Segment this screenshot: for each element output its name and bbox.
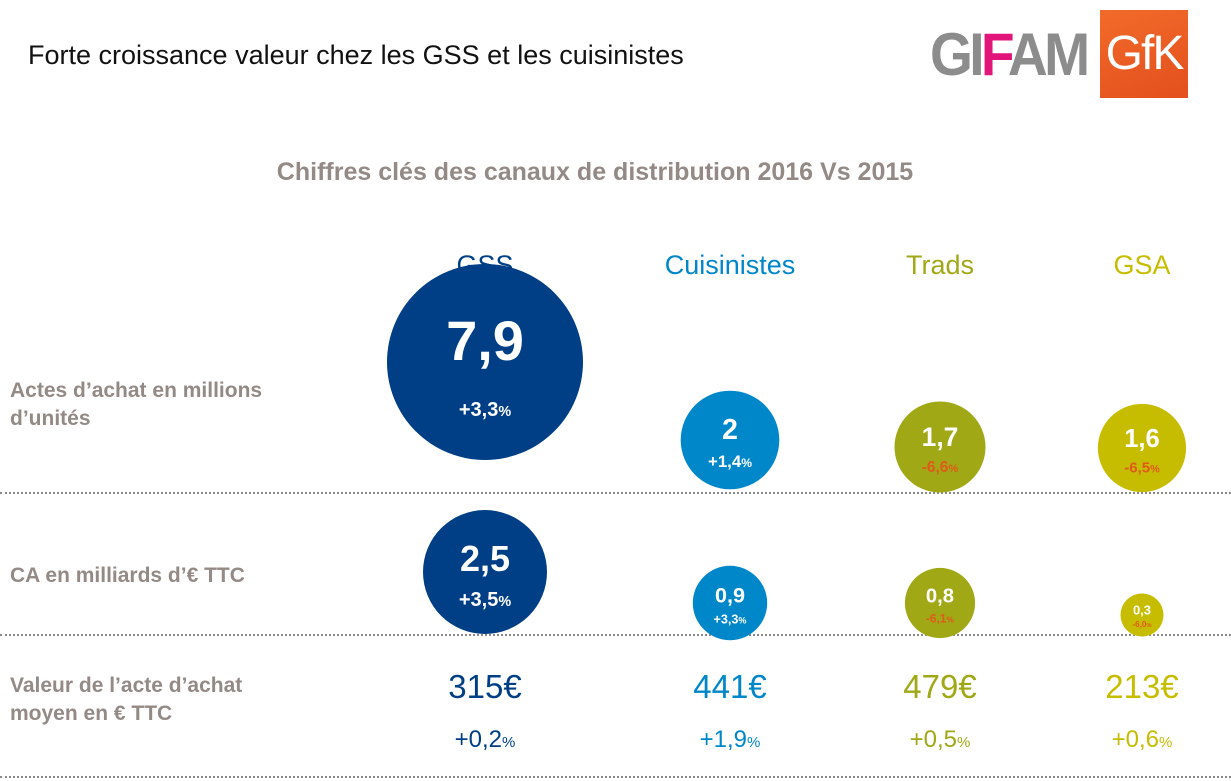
bubble-gsa-row1 — [1120, 593, 1164, 637]
column-header-gsa: GSA — [1113, 250, 1171, 280]
bubble-value-gsa-row1: 0,3 — [1133, 603, 1151, 618]
chart-title: Chiffres clés des canaux de distribution… — [276, 158, 914, 186]
row-separator — [0, 776, 1231, 778]
avg-change-gss: +0,2% — [454, 726, 516, 753]
bubble-gss-row0 — [387, 264, 583, 460]
bubble-cuisinistes-row1 — [692, 565, 768, 641]
bubble-gss-row1 — [423, 510, 547, 634]
avg-change-cuisinistes: +1,9% — [699, 726, 761, 753]
row-label-valeur-acte: Valeur de l’acte d’achat moyen en € TTC — [10, 674, 243, 725]
avg-value-gss: 315€ — [448, 668, 522, 705]
bubble-value-gss-row1: 2,5 — [460, 538, 510, 579]
bubble-value-cuisinistes-row1: 0,9 — [715, 582, 745, 607]
column-header-cuisinistes: Cuisinistes — [664, 250, 796, 280]
page-title: Forte croissance valeur chez les GSS et … — [28, 40, 684, 70]
bubble-value-cuisinistes-row0: 2 — [722, 414, 738, 446]
bubble-change-cuisinistes-row1: +3,3% — [714, 613, 747, 627]
gifam-logo: GIFAM — [930, 21, 1090, 88]
bubble-trads-row0 — [894, 401, 986, 493]
bubble-value-gss-row0: 7,9 — [446, 309, 524, 372]
avg-change-trads: +0,5% — [909, 726, 971, 753]
bubble-cuisinistes-row0 — [680, 390, 780, 490]
bubble-change-gss-row0: +3,3% — [459, 399, 511, 421]
row-label-actes-achat: Actes d’achat en millions d’unités — [10, 379, 263, 430]
bubble-trads-row1 — [904, 567, 976, 639]
bubble-value-trads-row0: 1,7 — [922, 422, 959, 452]
bubble-change-gsa-row1: -6,0% — [1133, 620, 1152, 629]
column-header-trads: Trads — [905, 250, 974, 280]
row-label-ca: CA en milliards d’€ TTC — [10, 564, 245, 587]
bubble-value-trads-row1: 0,8 — [926, 585, 954, 607]
bubble-change-trads-row1: -6,1% — [926, 611, 955, 625]
bubble-change-trads-row0: -6,6% — [922, 459, 959, 476]
bubble-gsa-row0 — [1097, 403, 1187, 493]
avg-value-gsa: 213€ — [1105, 668, 1179, 705]
gfk-logo: GfK — [1100, 10, 1188, 98]
avg-value-cuisinistes: 441€ — [693, 668, 767, 705]
row-separator — [0, 492, 1231, 494]
avg-value-trads: 479€ — [903, 668, 977, 705]
bubble-change-cuisinistes-row0: +1,4% — [708, 452, 752, 471]
bubble-value-gsa-row0: 1,6 — [1124, 425, 1160, 453]
row-separator — [0, 634, 1231, 636]
bubble-change-gss-row1: +3,5% — [459, 589, 511, 611]
avg-change-gsa: +0,6% — [1111, 726, 1173, 753]
bubble-change-gsa-row0: -6,5% — [1124, 459, 1160, 476]
